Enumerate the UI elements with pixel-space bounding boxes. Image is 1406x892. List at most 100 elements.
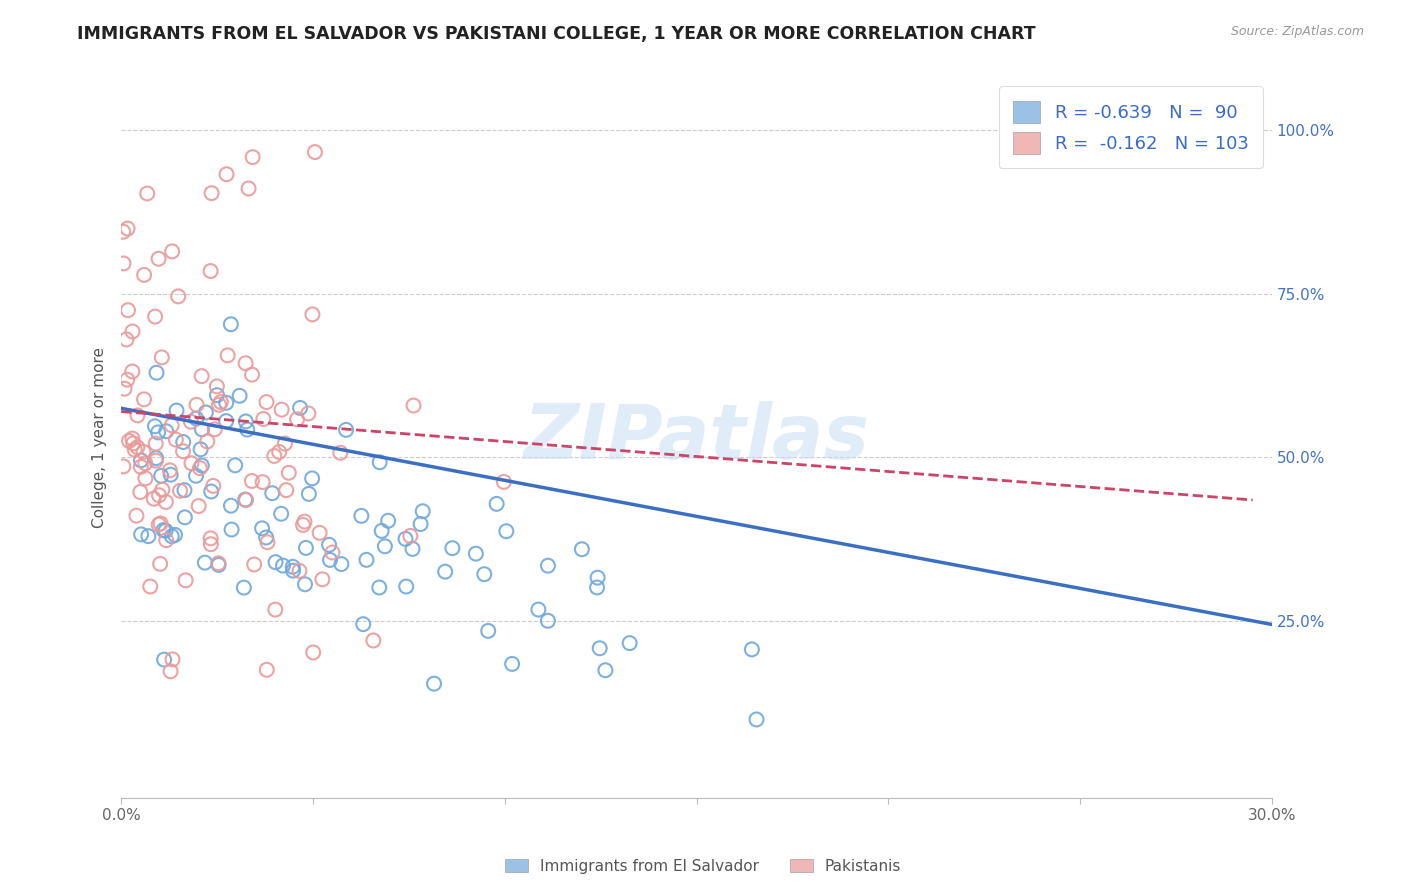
Point	[155, 533, 177, 548]
Point	[402, 399, 425, 413]
Point	[121, 364, 143, 378]
Point	[262, 486, 284, 500]
Point	[423, 676, 446, 690]
Text: Source: ZipAtlas.com: Source: ZipAtlas.com	[1230, 25, 1364, 38]
Point	[200, 532, 222, 546]
Point	[152, 483, 174, 497]
Point	[281, 564, 304, 578]
Point	[152, 523, 174, 537]
Point	[308, 525, 330, 540]
Point	[335, 423, 357, 437]
Point	[281, 559, 304, 574]
Point	[127, 409, 149, 423]
Point	[145, 436, 167, 450]
Point	[242, 150, 264, 164]
Point	[288, 564, 311, 578]
Point	[117, 303, 139, 318]
Point	[256, 395, 278, 409]
Point	[304, 145, 326, 159]
Point	[368, 581, 391, 595]
Point	[200, 264, 222, 278]
Point	[132, 392, 155, 407]
Point	[370, 524, 392, 538]
Point	[492, 475, 515, 489]
Point	[495, 524, 517, 539]
Point	[186, 411, 208, 425]
Point	[188, 461, 211, 475]
Point	[153, 652, 176, 666]
Point	[233, 492, 256, 507]
Point	[155, 495, 177, 509]
Point	[537, 614, 560, 628]
Point	[477, 624, 499, 638]
Point	[215, 167, 238, 181]
Point	[112, 459, 135, 474]
Point	[173, 510, 195, 524]
Point	[149, 557, 172, 571]
Point	[132, 268, 155, 282]
Point	[112, 256, 135, 270]
Point	[160, 244, 183, 259]
Point	[235, 493, 257, 508]
Point	[319, 553, 342, 567]
Point	[112, 225, 135, 239]
Point	[121, 325, 143, 339]
Point	[136, 529, 159, 543]
Point	[301, 471, 323, 485]
Point	[350, 508, 373, 523]
Point	[297, 407, 319, 421]
Point	[330, 557, 353, 571]
Point	[571, 542, 593, 557]
Point	[150, 468, 173, 483]
Point	[205, 388, 228, 402]
Point	[191, 422, 214, 436]
Point	[129, 527, 152, 541]
Text: IMMIGRANTS FROM EL SALVADOR VS PAKISTANI COLLEGE, 1 YEAR OR MORE CORRELATION CHA: IMMIGRANTS FROM EL SALVADOR VS PAKISTANI…	[77, 25, 1036, 43]
Point	[368, 455, 391, 469]
Point	[148, 517, 170, 532]
Point	[219, 499, 242, 513]
Point	[148, 252, 170, 266]
Point	[165, 433, 187, 447]
Point	[238, 181, 260, 195]
Point	[252, 475, 274, 489]
Point	[412, 504, 434, 518]
Point	[127, 441, 149, 455]
Point	[155, 524, 177, 538]
Point	[301, 307, 323, 321]
Point	[187, 499, 209, 513]
Point	[356, 553, 378, 567]
Point	[145, 366, 167, 380]
Point	[264, 555, 287, 569]
Point	[149, 516, 172, 531]
Point	[250, 521, 273, 535]
Point	[148, 488, 170, 502]
Point	[235, 414, 257, 428]
Point	[174, 574, 197, 588]
Point	[143, 310, 166, 324]
Point	[217, 348, 239, 362]
Point	[224, 458, 246, 473]
Point	[145, 451, 167, 466]
Point	[194, 405, 217, 419]
Point	[318, 538, 340, 552]
Point	[288, 401, 311, 415]
Point	[276, 483, 298, 497]
Point	[129, 485, 152, 500]
Point	[256, 663, 278, 677]
Point	[166, 403, 188, 417]
Point	[136, 186, 159, 201]
Point	[252, 412, 274, 426]
Point	[209, 395, 232, 409]
Point	[274, 436, 297, 450]
Legend: Immigrants from El Salvador, Pakistanis: Immigrants from El Salvador, Pakistanis	[499, 853, 907, 880]
Point	[363, 633, 385, 648]
Point	[285, 412, 308, 426]
Point	[232, 581, 254, 595]
Point	[204, 422, 226, 436]
Point	[264, 602, 287, 616]
Point	[236, 423, 259, 437]
Point	[139, 580, 162, 594]
Point	[159, 665, 181, 679]
Legend: R = -0.639   N =  90, R =  -0.162   N = 103: R = -0.639 N = 90, R = -0.162 N = 103	[998, 87, 1263, 169]
